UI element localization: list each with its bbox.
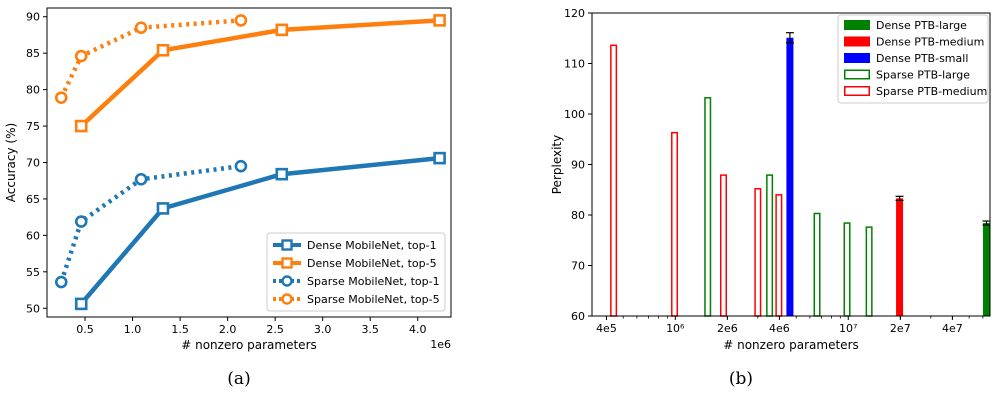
x-tick-label: 4e5: [596, 322, 617, 335]
x-tick-label: 1.0: [124, 323, 142, 336]
data-point: [156, 43, 170, 57]
x-tick-label: 2.5: [266, 323, 284, 336]
x-axis-label: # nonzero parameters: [181, 338, 317, 352]
legend-label: Sparse PTB-medium: [876, 85, 987, 98]
legend-label: Dense MobileNet, top-1: [307, 239, 437, 252]
legend-label: Dense MobileNet, top-5: [307, 257, 437, 270]
data-point: [134, 172, 148, 186]
y-tick-label: 90: [571, 159, 585, 172]
x-tick-label: 3.0: [314, 323, 332, 336]
y-tick-label: 60: [571, 310, 585, 323]
data-point: [74, 49, 88, 63]
x-tick-label: 2e6: [717, 322, 738, 335]
y-tick-label: 110: [564, 58, 585, 71]
bar: [671, 131, 679, 317]
x-offset-label: 1e6: [430, 338, 451, 351]
legend-label: Sparse MobileNet, top-5: [307, 293, 440, 306]
data-point: [54, 275, 68, 289]
y-tick-label: 70: [571, 260, 585, 273]
y-tick-label: 70: [26, 157, 40, 170]
bar: [754, 187, 762, 317]
y-axis-label: Perplexity: [550, 135, 564, 195]
chart-b: 4e5 10⁶ 2e6 4e6 10⁷ 2e7 4e7 60 70 80 90 100 110 120 # …: [550, 7, 991, 352]
bar: [775, 194, 783, 317]
legend-label: Dense PTB-medium: [876, 36, 984, 49]
data-point: [234, 14, 248, 27]
series-line-1: [79, 18, 440, 128]
x-tick-label: 2.0: [219, 323, 237, 336]
data-point: [156, 202, 170, 215]
bar: [766, 174, 774, 317]
data-point: [433, 151, 446, 165]
data-point: [433, 14, 446, 27]
y-tick-label: 80: [571, 209, 585, 222]
y-tick-label: 80: [26, 84, 40, 97]
x-tick-label: 4e7: [942, 322, 963, 335]
legend-swatch: [844, 36, 870, 47]
x-tick-label: 10⁶: [666, 322, 685, 335]
caption-b: (b): [729, 369, 753, 389]
legend-label: Sparse MobileNet, top-1: [307, 275, 440, 288]
data-point: [275, 167, 289, 181]
legend-swatch: [844, 53, 870, 63]
y-tick-label: 75: [26, 120, 40, 133]
x-tick-label: 4e6: [769, 322, 790, 335]
legend-swatch: [844, 69, 870, 80]
data-point: [234, 159, 248, 173]
y-tick-label: 65: [26, 193, 40, 206]
x-tick-label: 3.5: [361, 323, 379, 336]
data-point: [74, 297, 88, 311]
legend-marker: [281, 257, 293, 269]
y-tick-label: 55: [26, 266, 40, 279]
bar: [704, 97, 712, 317]
x-axis-label: # nonzero parameters: [723, 338, 859, 352]
data-point: [275, 23, 289, 37]
y-tick-label: 100: [564, 108, 585, 121]
legend-label: Dense PTB-large: [876, 19, 967, 32]
y-axis-label: Accuracy (%): [4, 123, 18, 202]
y-tick-label: 85: [26, 47, 40, 60]
legend-swatch: [844, 86, 870, 96]
bar: [865, 226, 873, 317]
chart-a: 0.5 1.0 1.5 2.0 2.5 3.0 3.5 4.0 50 55 60 65 70 75 80 85…: [4, 7, 452, 352]
series-line-3: [59, 18, 242, 99]
bar: [786, 37, 794, 317]
x-tick-label: 2e7: [890, 322, 911, 335]
bar: [610, 44, 618, 317]
x-tick-label: 4.0: [409, 323, 427, 336]
y-tick-label: 90: [26, 11, 40, 24]
legend-box: [266, 232, 446, 312]
legend-marker: [281, 275, 293, 287]
series-line-2: [59, 163, 242, 283]
x-tick-label: 0.5: [76, 323, 94, 336]
legend-marker: [281, 293, 293, 305]
x-tick-label: 10⁷: [839, 322, 857, 335]
bar: [896, 198, 904, 316]
bar: [719, 174, 727, 317]
y-tick-label: 60: [26, 229, 40, 242]
data-point: [74, 119, 88, 133]
bar: [813, 212, 821, 317]
caption-a: (a): [227, 369, 250, 389]
legend-label: Sparse PTB-large: [876, 69, 970, 82]
legend-swatch: [844, 20, 870, 30]
series-line-0: [79, 155, 440, 306]
legend-box: [837, 14, 989, 104]
legend-label: Dense PTB-small: [876, 52, 968, 65]
data-point: [74, 215, 88, 228]
bar: [843, 222, 851, 317]
data-point: [134, 21, 148, 34]
bar: [983, 223, 990, 316]
x-tick-label: 1.5: [171, 323, 189, 336]
y-tick-label: 50: [26, 302, 40, 315]
legend-marker: [281, 239, 293, 251]
data-point: [54, 91, 68, 104]
y-tick-label: 120: [564, 7, 585, 20]
